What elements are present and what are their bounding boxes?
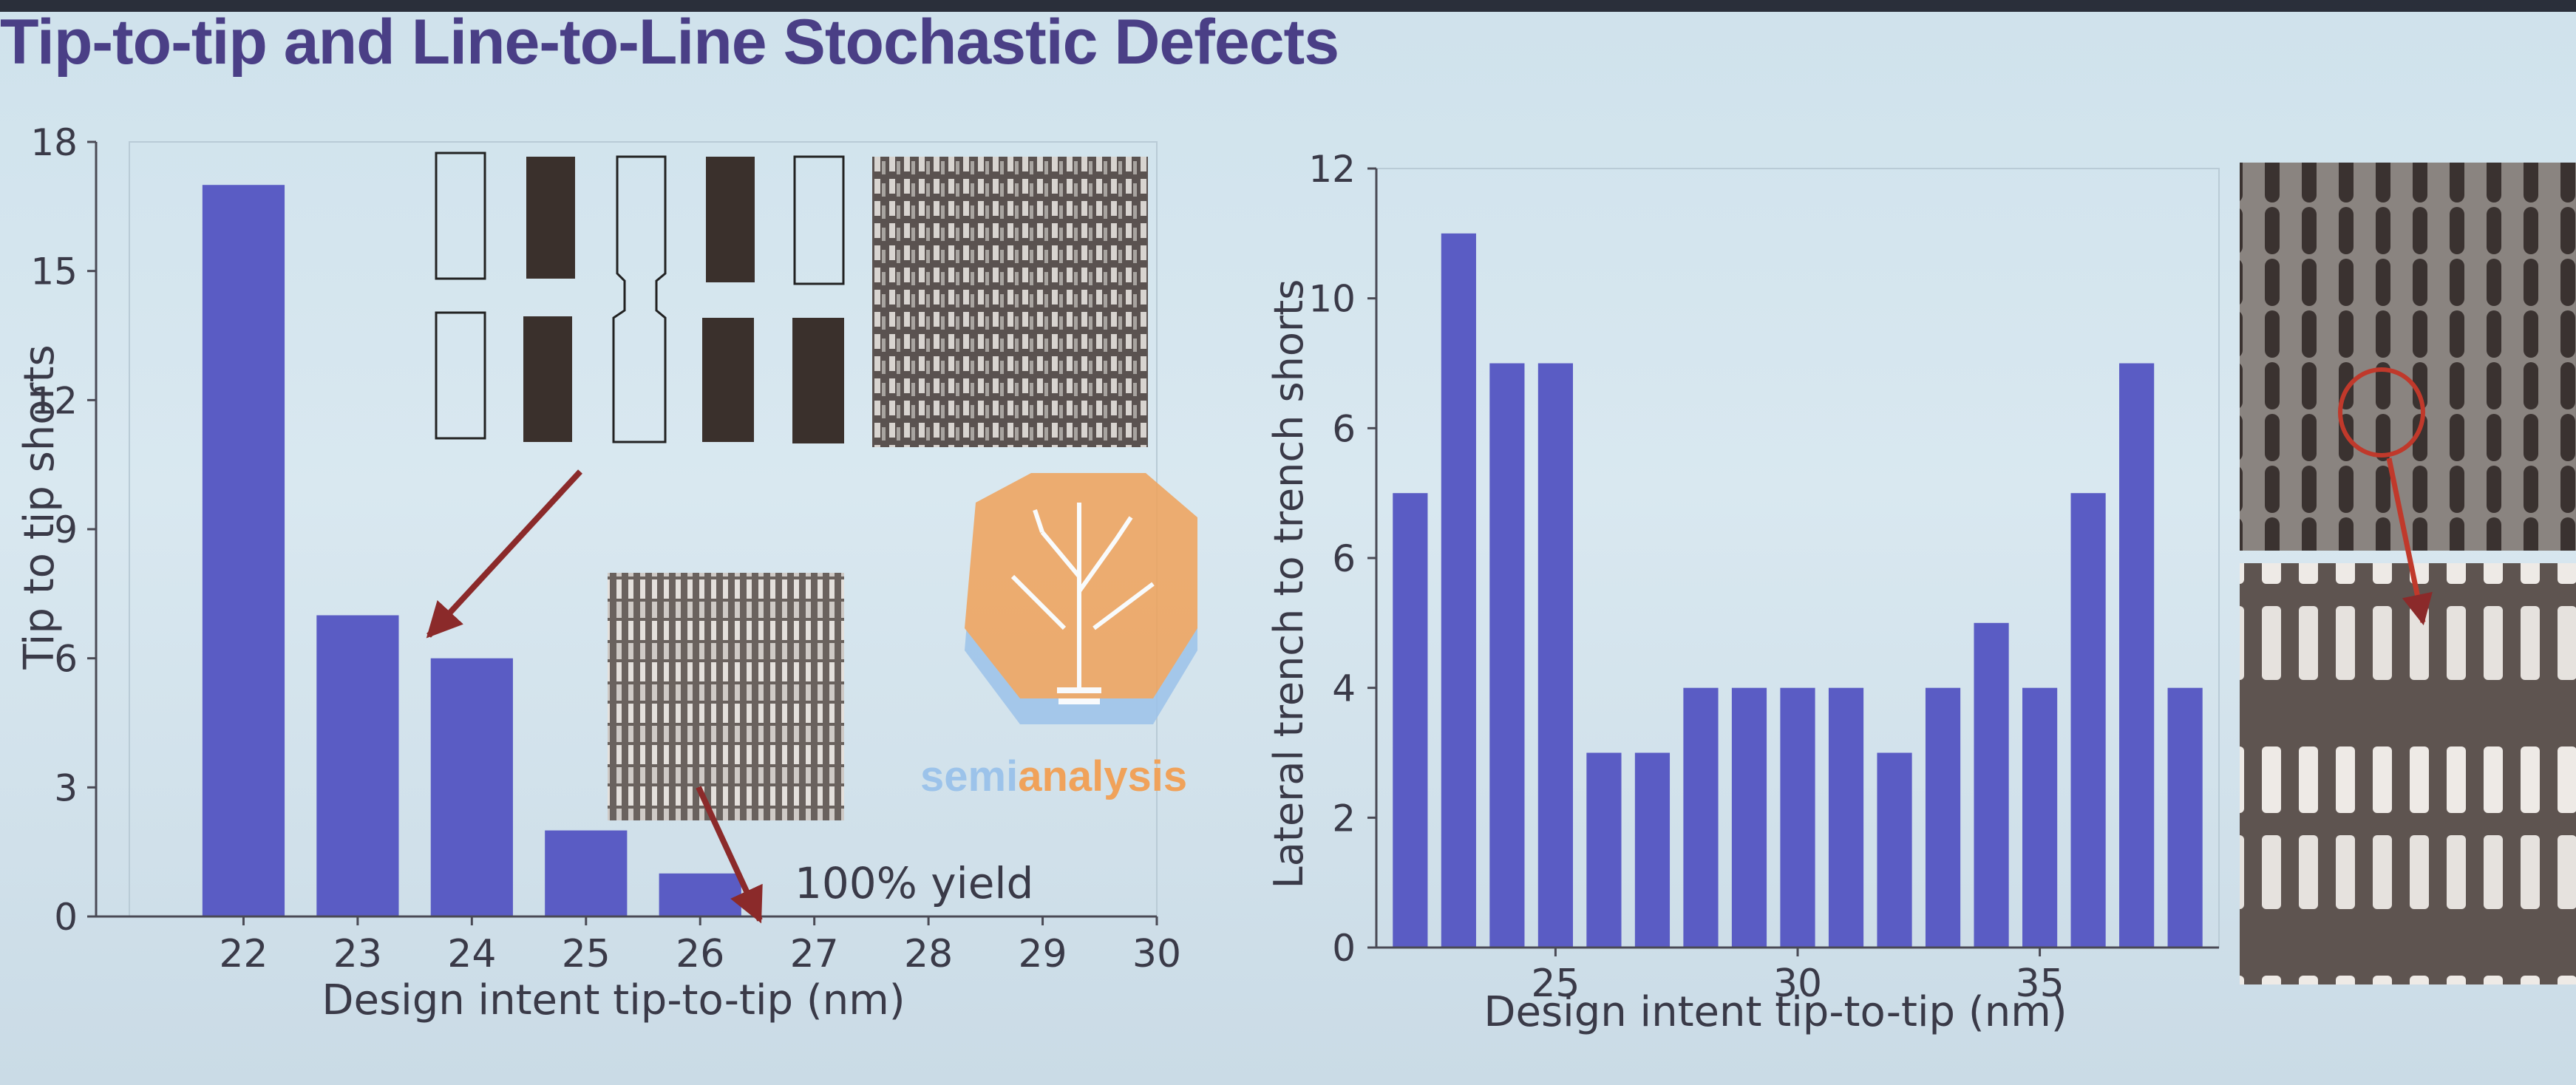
sem-image-top-right [2240, 163, 2576, 551]
layout-filled-rect [706, 157, 755, 282]
slide-title: Tip-to-tip and Line-to-Line Stochastic D… [0, 7, 1339, 78]
bar [1974, 622, 2009, 948]
y-axis-label: Lateral trench to trench shorts [1265, 279, 1312, 889]
x-tick-label: 30 [1773, 962, 1822, 1006]
sem-image-top [872, 157, 1148, 447]
layout-open-rect [435, 311, 486, 440]
y-tick-label: 3 [54, 766, 78, 809]
bar [2070, 493, 2106, 948]
x-axis-label: Design intent tip-to-tip (nm) [1484, 988, 2067, 1036]
layout-necked-rect [612, 155, 667, 443]
svg-text:semianalysis: semianalysis [920, 752, 1187, 800]
x-tick-label: 26 [676, 932, 724, 976]
bar [1828, 687, 1864, 948]
layout-filled-rect [523, 316, 572, 442]
bar [1586, 752, 1622, 948]
bar [1489, 363, 1525, 948]
layout-open-rect [793, 155, 845, 285]
y-tick-label: 18 [30, 121, 78, 164]
yield-annotation: 100% yield [795, 858, 1033, 908]
x-tick-label: 25 [1531, 962, 1580, 1006]
layout-open-rect [435, 152, 486, 280]
layout-filled-rect [526, 157, 575, 279]
bar [1634, 752, 1671, 948]
y-tick-label: 4 [1332, 667, 1356, 710]
y-tick-label: 15 [30, 251, 78, 293]
y-tick-label: 12 [30, 379, 78, 422]
watermark-analysis: analysis [1018, 752, 1187, 800]
layout-filled-rect [792, 318, 844, 443]
y-tick-label: 6 [1332, 537, 1356, 580]
arrow-to-bar-24 [426, 469, 582, 639]
bar [1537, 363, 1573, 948]
bar [659, 873, 741, 916]
bar [545, 830, 628, 916]
y-tick-label: 6 [1332, 407, 1356, 450]
bar [316, 615, 399, 916]
y-axis-label: Tip to tip shorts [16, 344, 64, 670]
bar [1780, 687, 1815, 948]
bar [1925, 687, 1961, 948]
y-tick-label: 6 [54, 638, 78, 681]
y-tick-label: 12 [1308, 148, 1356, 191]
bar [1441, 233, 1476, 948]
watermark-semi: semi [920, 752, 1018, 800]
bar [1393, 493, 1428, 948]
top-bar [0, 0, 2576, 12]
bar [1683, 687, 1719, 948]
bar [1731, 687, 1767, 948]
bar [2167, 687, 2203, 948]
x-tick-label: 25 [562, 932, 611, 976]
watermark-tree-icon [1010, 503, 1155, 687]
chart-tip-to-tip: 0 3 6 9 12 15 18 22 23 24 25 26 27 28 29 30 Design inten… [16, 121, 1181, 1024]
bar [2119, 363, 2155, 948]
x-tick-label: 23 [333, 932, 382, 976]
bar [1877, 752, 1912, 948]
y-tick-label: 2 [1332, 797, 1356, 840]
x-tick-label: 35 [2016, 962, 2064, 1006]
bar [430, 658, 513, 916]
arrow-to-yield [696, 786, 763, 924]
bar [202, 185, 285, 916]
pattern-insets [426, 152, 1148, 924]
x-tick-label: 30 [1132, 932, 1181, 976]
layout-filled-rect [702, 318, 754, 442]
sem-images-right [2240, 163, 2576, 984]
defect-arrow [2386, 458, 2433, 626]
y-tick-label: 10 [1308, 278, 1356, 321]
x-tick-label: 28 [904, 932, 953, 976]
defect-circle [2338, 367, 2425, 458]
x-tick-label: 29 [1018, 932, 1067, 976]
y-tick-label: 0 [1332, 927, 1356, 970]
x-tick-label: 22 [219, 932, 268, 976]
y-tick-label: 9 [54, 509, 78, 551]
x-tick-label: 24 [447, 932, 496, 976]
y-tick-label: 0 [54, 896, 78, 939]
sem-image-bottom [608, 573, 844, 820]
bar [2022, 687, 2058, 948]
x-axis-label: Design intent tip-to-tip (nm) [322, 976, 905, 1024]
sem-image-bottom-right [2240, 563, 2576, 984]
x-tick-label: 27 [790, 932, 839, 976]
